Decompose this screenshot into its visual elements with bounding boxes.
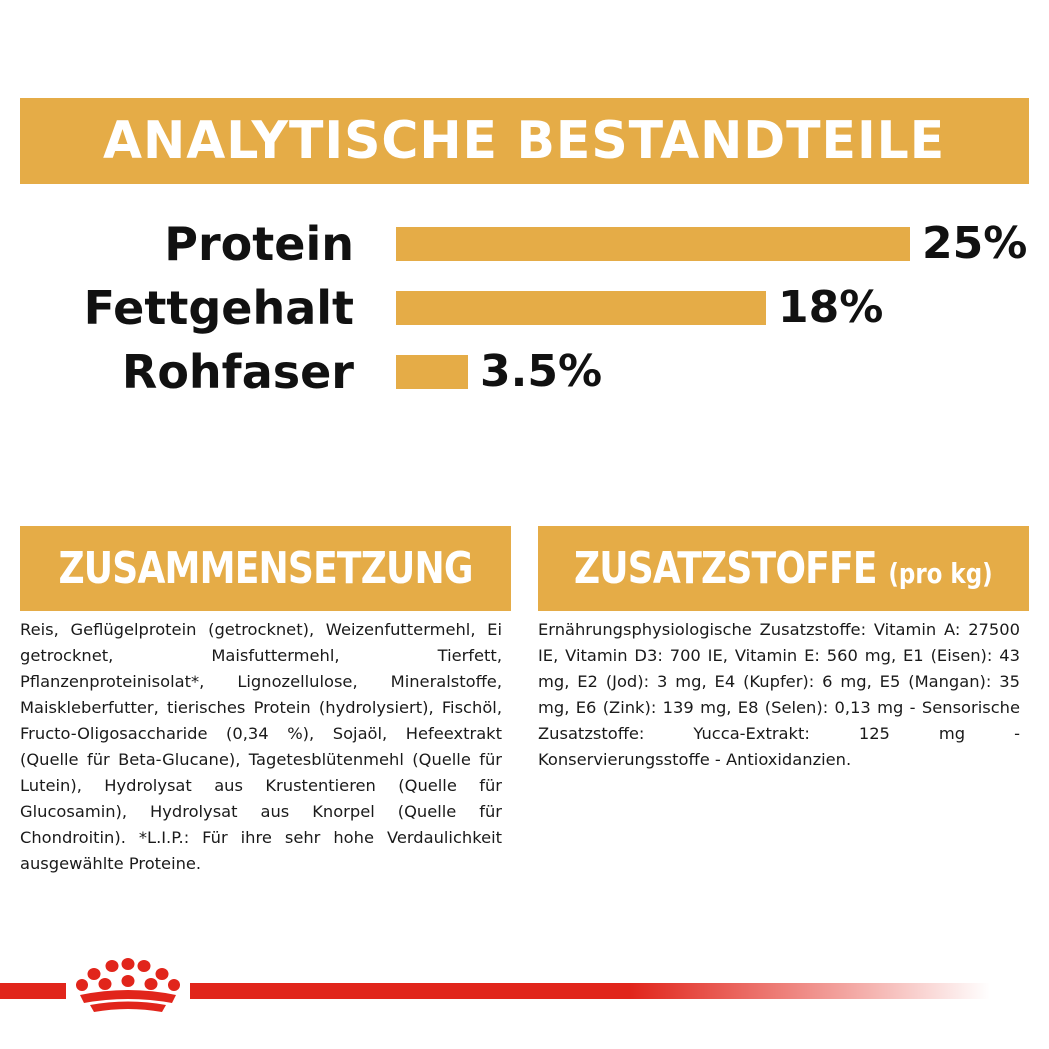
nutrient-value: 18% — [778, 282, 884, 333]
additives-title: ZUSATZSTOFFE — [574, 543, 878, 594]
composition-text: Reis, Geflügelprotein (getrocknet), Weiz… — [20, 620, 502, 873]
nutrient-bar — [396, 355, 468, 389]
composition-header: ZUSAMMENSETZUNG — [20, 526, 511, 611]
additives-title-suffix: (pro kg) — [888, 557, 993, 590]
nutrient-bar — [396, 227, 910, 261]
additives-text: Ernährungsphysiologische Zusatzstoffe: V… — [538, 620, 1020, 769]
composition-title: ZUSAMMENSETZUNG — [58, 543, 473, 594]
brand-line-left — [0, 983, 66, 999]
nutrient-row-fat: Fettgehalt 18% — [0, 278, 1049, 338]
nutrient-label: Protein — [164, 217, 354, 271]
analysis-title: ANALYTISCHE BESTANDTEILE — [103, 111, 946, 171]
nutrient-label: Fettgehalt — [83, 281, 354, 335]
nutrient-bar — [396, 291, 766, 325]
nutrient-row-protein: Protein 25% — [0, 214, 1049, 274]
nutrient-value: 3.5% — [480, 346, 603, 397]
nutrient-row-fiber: Rohfaser 3.5% — [0, 342, 1049, 402]
brand-line-right — [190, 983, 990, 999]
additives-header: ZUSATZSTOFFE (pro kg) — [538, 526, 1029, 611]
nutrient-value: 25% — [922, 218, 1028, 269]
analysis-banner: ANALYTISCHE BESTANDTEILE — [20, 98, 1029, 184]
additives-title-wrap: ZUSATZSTOFFE (pro kg) — [574, 543, 993, 594]
nutrient-label: Rohfaser — [121, 345, 354, 399]
crown-icon — [76, 958, 180, 1012]
